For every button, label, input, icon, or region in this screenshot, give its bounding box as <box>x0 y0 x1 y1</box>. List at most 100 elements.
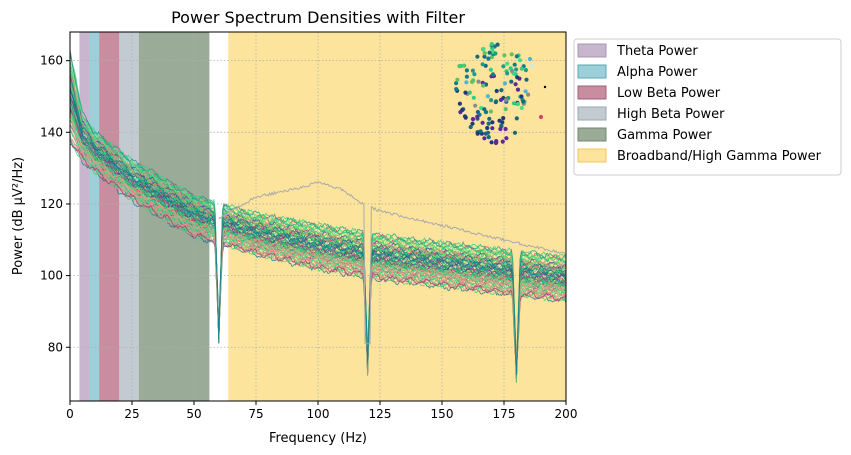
x-tick-label: 125 <box>369 407 392 421</box>
psd-trace <box>70 124 566 376</box>
inset-point <box>486 135 491 140</box>
psd-trace <box>70 113 566 374</box>
psd-trace <box>70 88 566 372</box>
x-tick-label: 50 <box>186 407 201 421</box>
inset-point <box>495 42 500 47</box>
inset-point <box>458 63 464 69</box>
y-tick-label: 140 <box>40 125 63 139</box>
inset-point <box>514 54 519 59</box>
psd-trace <box>70 53 566 370</box>
inset-point <box>509 52 514 57</box>
legend-swatch-2 <box>577 85 607 100</box>
inset-point <box>490 120 495 125</box>
inset-point <box>498 126 503 132</box>
inset-point <box>519 66 524 71</box>
inset-point <box>473 103 478 108</box>
x-tick-label: 150 <box>431 407 454 421</box>
legend-frame <box>573 38 842 176</box>
x-tick-label: 100 <box>307 407 330 421</box>
legend-label-3: High Beta Power <box>617 107 725 122</box>
inset-point <box>481 46 486 52</box>
inset-point <box>472 72 477 77</box>
inset-point <box>509 79 514 84</box>
inset-point <box>470 68 475 73</box>
inset-point <box>515 101 521 107</box>
legend-label-0: Theta Power <box>616 44 698 59</box>
psd-trace <box>70 61 566 372</box>
inset-point <box>523 68 529 73</box>
inset-point <box>487 50 492 55</box>
inset-point <box>526 92 531 97</box>
inset-point <box>454 87 459 92</box>
inset-point <box>498 97 504 102</box>
psd-trace <box>70 66 566 378</box>
inset-point <box>471 95 476 100</box>
inset-point <box>514 116 519 121</box>
inset-point <box>521 99 526 104</box>
psd-trace <box>70 51 566 375</box>
inset-point <box>500 139 505 144</box>
inset-point <box>519 105 524 111</box>
inset-point <box>486 56 491 61</box>
inset-point <box>523 89 528 94</box>
legend: Theta Power Alpha Power Low Beta Power High… <box>573 38 842 176</box>
x-axis-label: Frequency (Hz) <box>269 431 367 446</box>
psd-trace <box>70 73 566 376</box>
inset-point <box>501 64 506 69</box>
inset-point <box>511 101 516 106</box>
inset-point <box>517 58 523 63</box>
psd-trace-outlier <box>218 181 566 345</box>
legend-label-4: Gamma Power <box>617 128 712 143</box>
inset-point <box>476 79 481 84</box>
inset-point <box>470 117 476 122</box>
inset-point <box>475 114 480 119</box>
inset-point <box>485 125 490 131</box>
psd-trace <box>70 140 566 370</box>
inset-point <box>454 81 459 86</box>
chart-title: Power Spectrum Densities with Filter <box>171 8 465 27</box>
inset-point <box>524 77 529 82</box>
psd-trace <box>70 133 566 381</box>
inset-point <box>463 115 468 120</box>
inset-point <box>470 79 475 84</box>
x-tick-label: 200 <box>555 407 578 421</box>
inset-point <box>503 97 509 103</box>
inset-point <box>480 120 485 125</box>
band-3 <box>119 32 140 401</box>
inset-point <box>475 54 480 59</box>
inset-point <box>479 105 484 111</box>
inset-point <box>482 107 487 112</box>
inset-point <box>515 87 521 92</box>
inset-point <box>497 118 502 123</box>
inset-point <box>543 85 547 89</box>
inset-point <box>483 131 488 136</box>
inset-point <box>489 42 494 47</box>
y-tick-label: 120 <box>40 197 63 211</box>
inset-point <box>505 61 510 66</box>
legend-label-5: Broadband/High Gamma Power <box>617 149 822 164</box>
inset-point <box>485 94 490 99</box>
inset-point <box>529 63 535 69</box>
legend-swatch-0 <box>577 43 607 58</box>
inset-point <box>480 62 485 67</box>
band-2 <box>99 32 121 401</box>
x-tick-label: 75 <box>248 407 263 421</box>
inset-point <box>489 140 494 145</box>
inset-point <box>509 68 515 74</box>
inset-point <box>505 71 510 76</box>
inset-point <box>494 88 499 94</box>
inset-point <box>482 51 487 56</box>
inset-point <box>503 126 508 132</box>
inset-point <box>475 131 480 136</box>
y-tick-label: 100 <box>40 269 63 283</box>
inset-point <box>538 114 544 120</box>
inset-point <box>464 68 469 73</box>
inset-point <box>512 62 517 67</box>
inset-point <box>488 109 493 114</box>
inset-point <box>504 136 509 141</box>
inset-point <box>464 80 469 85</box>
inset-point <box>527 56 533 62</box>
psd-trace <box>70 65 566 378</box>
inset-point <box>501 116 506 121</box>
